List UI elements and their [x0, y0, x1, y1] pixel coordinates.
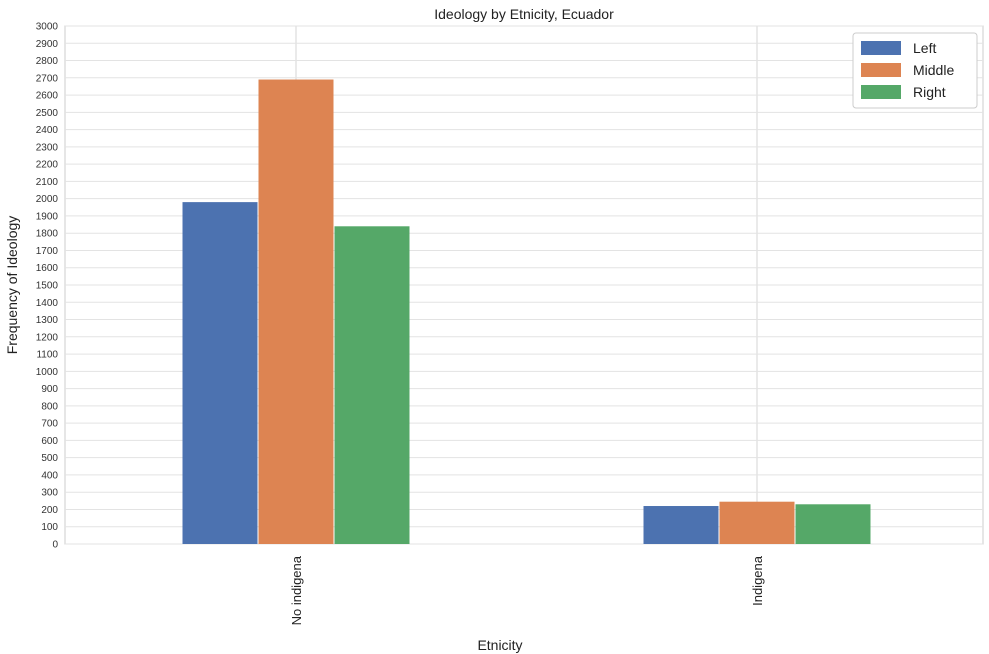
y-tick-label: 1900	[36, 211, 59, 222]
legend-swatch-left	[861, 41, 901, 55]
y-tick-label: 0	[52, 540, 58, 551]
y-tick-label: 1200	[36, 332, 59, 343]
y-tick-label: 2200	[36, 160, 59, 171]
bar-right-indigena	[795, 504, 871, 544]
y-tick-label: 1000	[36, 367, 59, 378]
legend-swatch-right	[861, 85, 901, 99]
bars	[182, 79, 871, 544]
y-tick-label: 200	[41, 505, 58, 516]
y-tick-label: 2900	[36, 39, 59, 50]
y-tick-label: 1800	[36, 229, 59, 240]
bar-middle-indigena	[719, 501, 795, 544]
legend: Left Middle Right	[852, 32, 978, 109]
bar-right-no-indigena	[334, 226, 410, 544]
y-tick-label: 2000	[36, 194, 59, 205]
y-tick-label: 700	[41, 419, 58, 430]
y-tick-label: 600	[41, 436, 58, 447]
y-tick-label: 3000	[36, 22, 59, 33]
bar-left-no-indigena	[182, 202, 258, 544]
y-tick-label: 1400	[36, 298, 59, 309]
y-tick-label: 1100	[36, 350, 58, 361]
y-tick-label: 1700	[36, 246, 59, 257]
x-tick-label: Indigena	[750, 555, 765, 606]
legend-label-middle: Middle	[913, 62, 954, 78]
y-tick-label: 1500	[36, 281, 59, 292]
y-tick-label: 2700	[36, 73, 59, 84]
y-tick-label: 2600	[36, 91, 59, 102]
y-tick-label: 2400	[36, 125, 59, 136]
y-tick-label: 100	[41, 522, 58, 533]
y-tick-label: 2800	[36, 56, 59, 67]
bar-left-indigena	[643, 506, 719, 544]
bar-middle-no-indigena	[258, 79, 334, 544]
y-axis-title: Frequency of Ideology	[4, 216, 20, 355]
x-axis-title: Etnicity	[477, 637, 522, 653]
legend-swatch-middle	[861, 63, 901, 77]
y-tick-label: 800	[41, 401, 58, 412]
chart-title: Ideology by Etnicity, Ecuador	[434, 6, 614, 22]
legend-label-right: Right	[913, 84, 946, 100]
y-tick-label: 500	[41, 453, 58, 464]
y-tick-label: 1300	[36, 315, 59, 326]
y-tick-label: 2300	[36, 142, 59, 153]
x-tick-label: No indigena	[289, 555, 304, 625]
y-tick-label: 400	[41, 470, 58, 481]
y-tick-label: 2100	[36, 177, 59, 188]
y-tick-label: 2500	[36, 108, 59, 119]
y-tick-label: 1600	[36, 263, 59, 274]
y-axis-ticks: 0 100 200 300 400 500 600 700 800 900 1000 1100 1200…	[36, 22, 59, 551]
y-tick-label: 300	[41, 488, 58, 499]
x-axis-ticks: No indigena Indigena	[289, 555, 765, 625]
legend-label-left: Left	[913, 40, 936, 56]
y-tick-label: 900	[41, 384, 58, 395]
